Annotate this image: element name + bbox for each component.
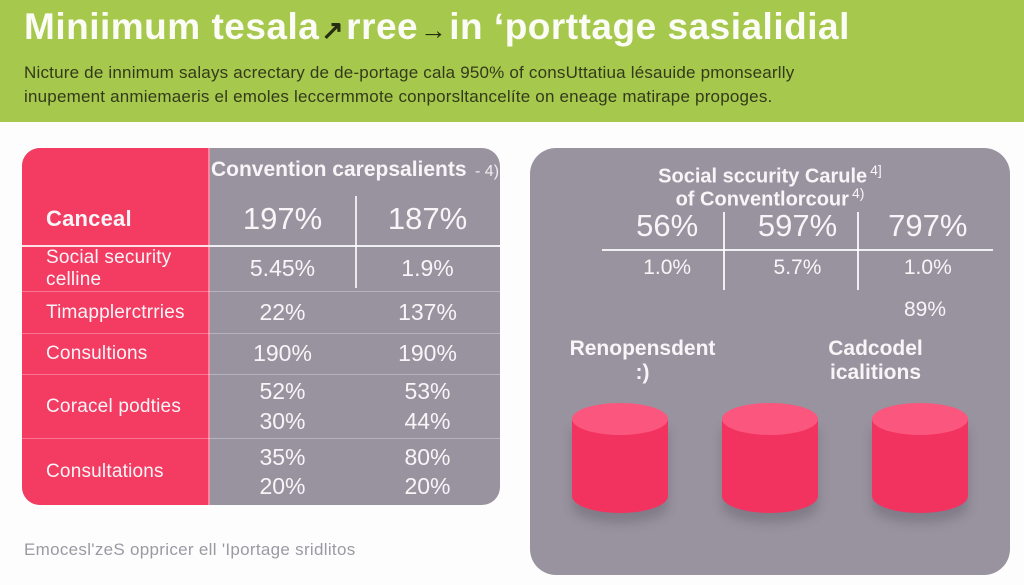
panel-value-row-1: 56% 597% 797%: [602, 208, 993, 244]
social-security-panel: Social sccurity Carule 4] of Conventlorco…: [530, 148, 1010, 575]
cylinder-group: [572, 403, 968, 513]
cylinder-icon: [872, 403, 968, 513]
title-text-1: Miniimum tesala: [24, 6, 320, 47]
row-label: Consultations: [46, 461, 164, 482]
panel-value: 797%: [888, 208, 968, 243]
row-value: 5.45%: [249, 255, 316, 282]
row-value: 20%: [259, 473, 306, 499]
table-header-row: Convention carepsalients - 4): [22, 148, 500, 192]
panel-title-line-2: of Conventlorcour 4): [530, 185, 1010, 212]
column-divider: [355, 196, 357, 288]
panel-value: 1.0%: [643, 256, 692, 279]
panel-title-text: of Conventlorcour: [675, 188, 849, 211]
row-value: 30%: [259, 407, 306, 434]
row-value: 190%: [253, 340, 312, 367]
panel-title-line-1: Social sccurity Carule 4]: [530, 162, 1010, 189]
cylinder-top: [722, 403, 818, 435]
header-banner: Miniimum tesala↗rree→in ‘porttage sasial…: [0, 0, 1024, 122]
arrow-right-icon: →: [420, 15, 448, 45]
row-value: 1.9%: [401, 255, 454, 282]
cylinder-top: [872, 403, 968, 435]
panel-label-left: Renopensdent :): [569, 337, 716, 384]
table-row: Timapplerctrries 22% 137%: [22, 291, 500, 333]
row-divider: [602, 249, 993, 251]
row-value: 35%: [259, 443, 306, 470]
column-divider: [857, 212, 859, 290]
page-title: Miniimum tesala↗rree→in ‘porttage sasial…: [24, 6, 850, 48]
panel-title-footnote: 4]: [870, 162, 882, 178]
title-text-2: rree: [346, 6, 419, 47]
footer-caption: Emocesl'zeS oppricer ell 'Iportage sridl…: [24, 540, 356, 559]
subtitle-line-1: Nicture de innimum salays acrectary de d…: [24, 63, 795, 82]
row-value: 53%: [404, 378, 451, 405]
panel-value: 56%: [636, 208, 699, 243]
panel-extra-value: 89%: [903, 298, 947, 321]
row-value: 80%: [404, 443, 451, 470]
cylinder-top: [572, 403, 668, 435]
panel-value-row-2: 1.0% 5.7% 1.0%: [602, 256, 993, 280]
row-value: 190%: [398, 340, 457, 367]
row-value-stack: 35% 20%: [210, 443, 355, 502]
row-value: 44%: [404, 407, 451, 434]
panel-title-text: Social sccurity Carule: [658, 165, 868, 188]
row-value: 22%: [259, 298, 306, 325]
row-value-stack: 80% 20%: [355, 443, 500, 502]
row-value: 52%: [259, 378, 306, 405]
row-label: Social security celline: [46, 247, 172, 290]
label-column-background: [22, 148, 210, 505]
table-row: Consultions 190% 190%: [22, 333, 500, 374]
conventions-table: Convention carepsalients - 4) Canceal 19…: [22, 148, 500, 505]
panel-title-footnote: 4): [851, 185, 865, 201]
panel-value: 5.7%: [773, 256, 822, 279]
column-divider: [723, 212, 725, 290]
row-value-stack: 52% 30%: [210, 377, 355, 436]
row-label: Coracel podties: [46, 395, 182, 417]
table-row: Social security celline 5.45% 1.9%: [22, 245, 500, 291]
table-row: Canceal 197% 187%: [22, 192, 500, 245]
cylinder-icon: [722, 403, 818, 513]
arrow-up-right-icon: ↗: [321, 15, 345, 45]
row-label: Timapplerctrries: [46, 301, 185, 323]
row-value: 20%: [404, 473, 451, 499]
row-value: 197%: [242, 200, 323, 236]
panel-value: 597%: [757, 208, 838, 243]
table-row: Coracel podties 52% 30% 53% 44%: [22, 374, 500, 438]
page-subtitle: Nicture de innimum salays acrectary de d…: [24, 61, 794, 109]
row-value-stack: 53% 44%: [355, 377, 500, 436]
panel-value: 1.0%: [903, 256, 952, 279]
table-header-suffix: - 4): [475, 163, 500, 180]
row-value: 137%: [398, 298, 457, 325]
panel-label-right: Cadcodel icalitions: [828, 337, 923, 384]
table-header-title: Convention carepsalients: [210, 158, 467, 181]
table-row: Consultations 35% 20% 80% 20%: [22, 438, 500, 505]
cylinder-icon: [572, 403, 668, 513]
row-value: 187%: [387, 200, 468, 236]
row-label: Canceal: [46, 205, 132, 231]
title-text-3: in ‘porttage sasialidial: [449, 6, 850, 47]
row-label: Consultions: [46, 343, 148, 364]
subtitle-line-2: inupement anmiemaeris el emoles leccermm…: [24, 87, 773, 107]
table-header-cell: Convention carepsalients - 4): [210, 158, 500, 182]
